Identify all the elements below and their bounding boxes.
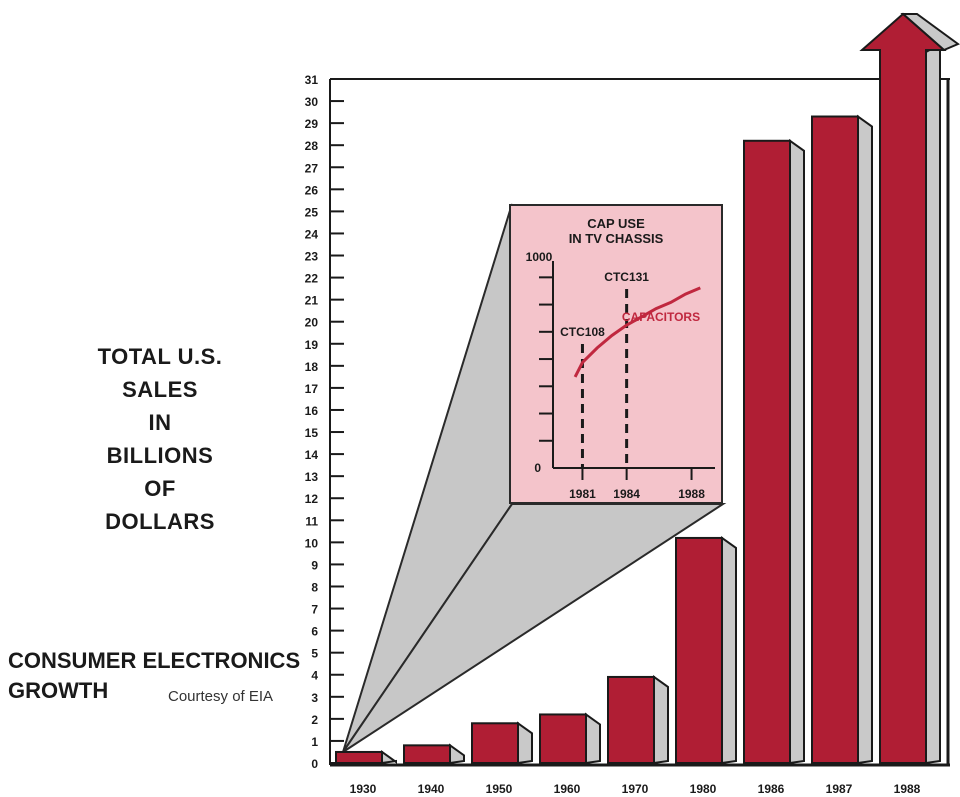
bar-side [653,675,669,765]
x-tick-label: 1986 [758,782,785,796]
inset-title: CAP USE IN TV CHASSIS [511,216,721,246]
y-tick-label: 20 [305,316,319,330]
y-tick-label: 6 [311,625,318,639]
inset-marker-label: CTC108 [560,325,605,339]
y-axis-label-line: IN [148,410,172,435]
y-ticks: 0123456789101112131415161718192021222324… [305,73,344,771]
x-tick-label: 1950 [486,782,513,796]
y-tick-label: 30 [305,95,319,109]
y-tick-label: 24 [305,227,319,241]
chart-credit: Courtesy of EIA [168,688,274,705]
bar-side [449,743,465,765]
y-tick-label: 19 [305,338,319,352]
y-tick-label: 25 [305,205,319,219]
bar [675,536,723,765]
inset-title-line: CAP USE [587,216,645,231]
chart-title-line: CONSUMER ELECTRONICS [8,648,301,673]
bar [471,722,519,765]
bar [607,675,655,764]
y-tick-label: 29 [305,117,319,131]
y-tick-label: 28 [305,139,319,153]
bar-side [857,114,873,765]
y-tick-label: 3 [311,691,318,705]
inset-title-line: IN TV CHASSIS [568,231,664,246]
y-tick-label: 16 [305,404,319,418]
y-tick-label: 21 [305,294,319,308]
y-tick-label: 0 [311,757,318,771]
inset-callout-funnel-lower [342,503,727,753]
x-tick-label: 1960 [554,782,581,796]
inset-x-tick-label: 1988 [678,487,705,501]
y-tick-label: 5 [311,647,318,661]
inset-y-tick-label: 1000 [526,250,553,264]
bar-side [517,721,533,765]
y-tick-label: 11 [305,514,318,528]
y-tick-label: 15 [305,426,319,440]
y-tick-label: 14 [305,448,319,462]
y-axis-label-line: BILLIONS [106,443,214,468]
y-tick-label: 12 [305,492,319,506]
y-tick-label: 27 [305,161,319,175]
y-axis-label: TOTAL U.S. SALES IN BILLIONS OF DOLLARS [70,340,250,538]
y-tick-label: 18 [305,360,319,374]
inset-plot: 0 1000 1981 1984 1988 CTC108 CTC131 CAPACITORS [526,250,715,501]
x-tick-label: 1930 [350,782,377,796]
bar [335,750,383,764]
bars [335,12,960,765]
x-tick-labels: 1930 1940 1950 1960 1970 1980 1986 1987 1988 [350,782,921,796]
y-tick-label: 9 [311,558,318,572]
y-tick-label: 17 [305,382,319,396]
y-tick-label: 4 [311,669,318,683]
y-axis-label-line: OF [144,476,176,501]
bar-side [721,535,737,765]
inset-x-tick-label: 1984 [613,487,640,501]
y-tick-label: 22 [305,272,319,286]
bar [743,139,791,764]
y-tick-label: 10 [305,536,319,550]
inset-marker-label: CTC131 [604,270,649,284]
bar [403,744,451,765]
inset-series-label: CAPACITORS [622,310,700,324]
y-tick-label: 31 [305,73,319,87]
y-tick-label: 1 [311,735,318,749]
chart-title-line: GROWTH [8,678,109,703]
x-tick-label: 1980 [690,782,717,796]
bar-side [585,712,601,765]
y-tick-label: 2 [311,713,318,727]
x-tick-label: 1970 [622,782,649,796]
bar-side [925,42,941,765]
y-axis-label-line: SALES [122,377,198,402]
x-tick-label: 1987 [826,782,853,796]
bar [811,115,859,764]
inset-series-line [573,286,701,378]
y-axis-label-line: DOLLARS [105,509,215,534]
y-axis-label-line: TOTAL U.S. [97,344,223,369]
chart-title: CONSUMER ELECTRONICS GROWTH [8,646,300,706]
chart-title-text: CONSUMER ELECTRONICS GROWTH [8,646,300,706]
bar [859,12,947,764]
y-tick-label: 8 [311,580,318,594]
inset-chart: CAP USE IN TV CHASSIS 0 1000 1981 1984 1988 C… [509,204,723,504]
inset-x-tick-label: 1981 [569,487,596,501]
bar-side [789,138,805,765]
inset-y-tick-label: 0 [534,461,541,475]
y-tick-label: 23 [305,250,319,264]
x-tick-label: 1940 [418,782,445,796]
bar-side [381,750,397,765]
y-tick-label: 7 [311,603,318,617]
y-tick-label: 26 [305,183,319,197]
x-tick-label: 1988 [894,782,921,796]
bar [539,713,587,765]
y-tick-label: 13 [305,470,319,484]
